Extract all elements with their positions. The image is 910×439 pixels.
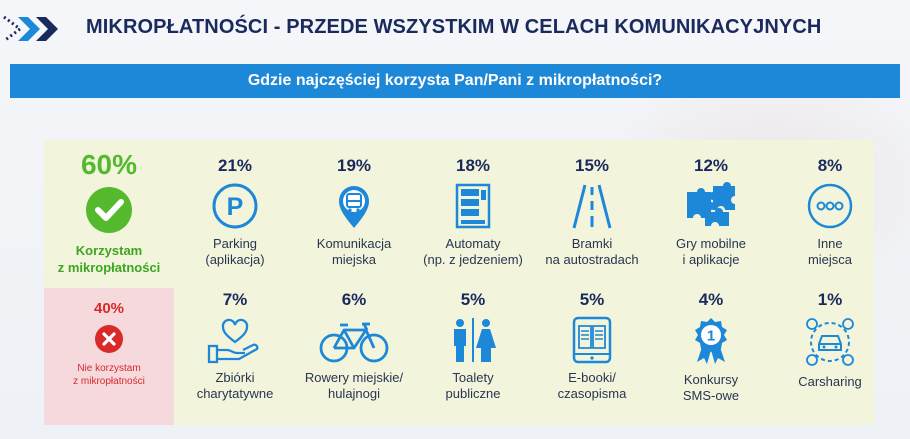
item-label: E-booki/ czasopisma xyxy=(557,370,627,401)
results-panel xyxy=(44,140,874,425)
item-other-places: 8% Inne miejsca xyxy=(771,156,889,268)
highway-icon xyxy=(572,184,612,229)
item-label: Bramki na autostradach xyxy=(545,236,639,267)
users-summary: 60% Korzystam z mikropłatności xyxy=(50,150,168,276)
item-mobile-games: 12% Gry mobilne i aplikacje xyxy=(652,156,770,268)
item-percentage: 4% xyxy=(698,290,724,309)
bus-pin-icon xyxy=(339,186,369,228)
users-label: Korzystam z mikropłatności xyxy=(57,243,161,275)
item-sms-contests: 4% 1 Konkursy SMS-owe xyxy=(652,290,770,404)
item-percentage: 18% xyxy=(455,156,491,175)
svg-text:1: 1 xyxy=(707,328,715,345)
item-percentage: 7% xyxy=(222,290,248,309)
bicycle-icon xyxy=(319,322,389,363)
item-percentage: 15% xyxy=(574,156,610,175)
item-parking: 21% P Parking (aplikacja) xyxy=(176,156,294,268)
item-city-bikes: 6% Rowery miejskie/ hulajnogi xyxy=(295,290,413,402)
award-badge-icon: 1 xyxy=(695,318,727,364)
charity-heart-hand-icon xyxy=(207,318,259,364)
non-users-box xyxy=(44,288,174,425)
item-public-toilets: 5% Toalety publiczne xyxy=(414,290,532,402)
item-label: Komunikacja miejska xyxy=(316,236,392,267)
puzzle-icon xyxy=(687,182,735,226)
question-banner: Gdzie najczęściej korzysta Pan/Pani z mi… xyxy=(10,64,900,98)
item-percentage: 21% xyxy=(217,156,253,175)
toilet-icon xyxy=(454,318,496,362)
item-percentage: 12% xyxy=(693,156,729,175)
item-carsharing: 1% Carsharing xyxy=(771,290,889,390)
item-label: Toalety publiczne xyxy=(445,370,501,401)
item-label: Inne miejsca xyxy=(807,236,853,267)
item-label: Carsharing xyxy=(798,374,862,389)
item-percentage: 19% xyxy=(336,156,372,175)
item-percentage: 6% xyxy=(341,290,367,309)
item-public-transport: 19% Komunikacja miejska xyxy=(295,156,413,268)
item-label: Automaty (np. z jedzeniem) xyxy=(423,236,523,267)
x-circle-icon xyxy=(95,325,123,353)
non-users-percentage: 40% xyxy=(93,300,125,317)
item-percentage: 8% xyxy=(817,156,843,175)
vending-machine-icon xyxy=(455,183,491,229)
item-charity: 7% Zbiórki charytatywne xyxy=(176,290,294,402)
item-label: Rowery miejskie/ hulajnogi xyxy=(304,370,404,401)
item-vending-machines: 18% Automaty (np. z jedzeniem) xyxy=(414,156,532,268)
carsharing-icon xyxy=(806,318,854,366)
item-percentage: 5% xyxy=(579,290,605,309)
page-title: MIKROPŁATNOŚCI - PRZEDE WSZYSTKIM W CELA… xyxy=(86,16,822,38)
item-label: Parking (aplikacja) xyxy=(205,236,265,267)
more-dots-icon xyxy=(807,183,853,229)
parking-icon: P xyxy=(212,183,258,229)
question-text: Gdzie najczęściej korzysta Pan/Pani z mi… xyxy=(247,72,663,89)
item-percentage: 1% xyxy=(817,290,843,309)
item-label: Zbiórki charytatywne xyxy=(196,370,274,401)
checkmark-circle-icon xyxy=(86,187,132,233)
users-percentage: 60% xyxy=(80,149,138,180)
non-users-label: Nie korzystam z mikropłatności xyxy=(73,363,145,387)
chevron-logo-icon xyxy=(3,15,58,43)
item-highway-gates: 15% Bramki na autostradach xyxy=(533,156,651,268)
item-percentage: 5% xyxy=(460,290,486,309)
svg-text:P: P xyxy=(227,193,244,221)
item-ebooks: 5% E-booki/ czasopisma xyxy=(533,290,651,402)
item-label: Konkursy SMS-owe xyxy=(682,372,740,403)
non-users-summary: 40% Nie korzystam z mikropłatności xyxy=(50,300,168,388)
item-label: Gry mobilne i aplikacje xyxy=(675,236,747,267)
ebook-reader-icon xyxy=(572,316,612,364)
